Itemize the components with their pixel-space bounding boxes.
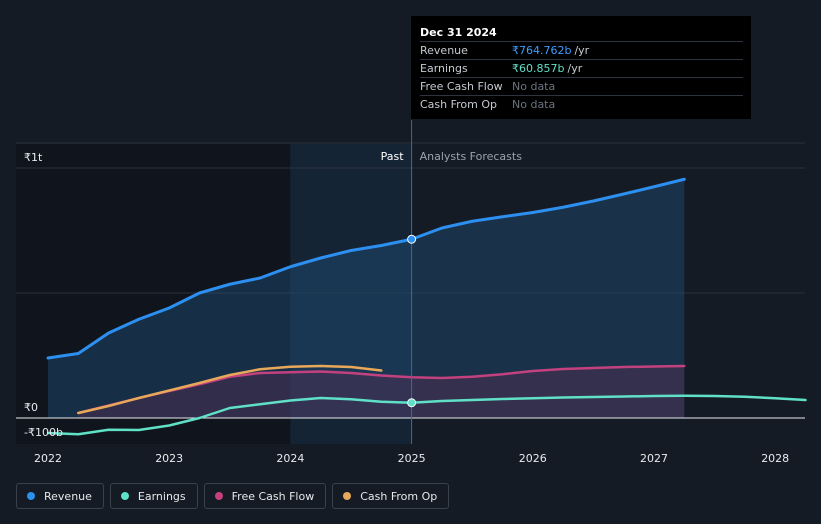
x-tick-label: 2027	[640, 452, 668, 465]
y-tick-label: -₹100b	[24, 426, 63, 439]
x-tick-label: 2022	[34, 452, 62, 465]
legend-label: Revenue	[44, 489, 92, 503]
tooltip: Dec 31 2024 Revenue ₹764.762b /yr Earnin…	[411, 16, 751, 119]
x-tick-label: 2023	[155, 452, 183, 465]
tooltip-date: Dec 31 2024	[420, 26, 497, 39]
tooltip-row-free-cash-flow: Free Cash Flow No data	[420, 77, 743, 95]
revenue-area	[48, 179, 685, 418]
series-line-cash-from-op	[77, 364, 383, 415]
tooltip-label: Earnings	[420, 62, 468, 75]
legend-dot-icon	[214, 492, 223, 500]
legend-label: Free Cash Flow	[231, 489, 315, 503]
legend-item-free-cash-flow[interactable]: Free Cash Flow	[203, 483, 327, 509]
free-cash-flow-area	[78, 366, 685, 418]
tooltip-label: Revenue	[420, 44, 468, 57]
tooltip-label: Cash From Op	[420, 98, 498, 111]
y-tick-label: ₹0	[24, 401, 38, 414]
tooltip-row-revenue: Revenue ₹764.762b /yr	[420, 41, 743, 59]
series-line-earnings	[46, 394, 807, 436]
legend-label: Earnings	[137, 489, 186, 503]
legend-dot-icon	[27, 492, 35, 500]
x-tick-label: 2024	[276, 452, 304, 465]
highlight-band	[290, 144, 412, 444]
legend-dot-icon	[343, 492, 352, 500]
highlight-point	[407, 398, 417, 408]
x-tick-label: 2028	[761, 452, 789, 465]
legend-dot-icon	[120, 492, 129, 500]
highlight-point	[407, 234, 417, 244]
tooltip-unit: /yr	[574, 44, 590, 57]
tooltip-value: ₹764.762b	[512, 44, 572, 57]
legend-item-revenue[interactable]: Revenue	[16, 483, 104, 509]
tooltip-value: No data	[512, 80, 556, 93]
past-label: Past	[381, 150, 405, 163]
legend-item-earnings[interactable]: Earnings	[109, 483, 198, 509]
tooltip-unit: /yr	[567, 62, 583, 75]
tooltip-label: Free Cash Flow	[420, 80, 503, 93]
tooltip-value: No data	[512, 98, 556, 111]
legend-item-cash-from-op[interactable]: Cash From Op	[332, 483, 450, 509]
tooltip-value: ₹60.857b	[512, 62, 565, 75]
legend: Revenue Earnings Free Cash Flow Cash Fro…	[16, 483, 450, 511]
forecast-label: Analysts Forecasts	[420, 150, 523, 163]
series-line-revenue	[46, 177, 686, 360]
x-tick-label: 2025	[398, 452, 426, 465]
tooltip-row-earnings: Earnings ₹60.857b /yr	[420, 59, 743, 77]
x-tick-label: 2026	[519, 452, 547, 465]
tooltip-row-cash-from-op: Cash From Op No data	[420, 95, 743, 113]
y-tick-label: ₹1t	[24, 151, 43, 164]
legend-label: Cash From Op	[360, 489, 438, 503]
